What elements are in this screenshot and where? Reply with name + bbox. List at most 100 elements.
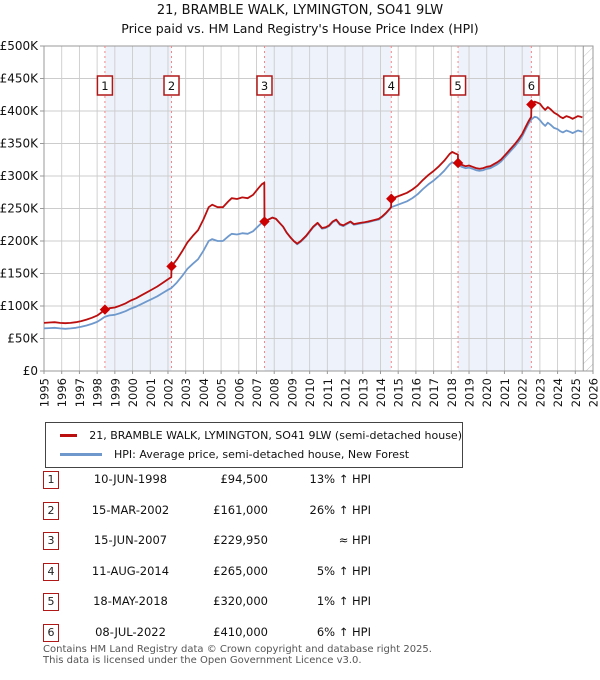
svg-text:1996: 1996 bbox=[55, 378, 69, 407]
page-subtitle: Price paid vs. HM Land Registry's House … bbox=[121, 21, 479, 36]
hpi-line-swatch bbox=[60, 453, 102, 456]
sale-number-badge: 4 bbox=[43, 562, 59, 581]
svg-text:2011: 2011 bbox=[321, 378, 335, 407]
svg-text:2018: 2018 bbox=[445, 378, 459, 407]
svg-text:2024: 2024 bbox=[551, 378, 565, 407]
legend-row-property: 21, BRAMBLE WALK, LYMINGTON, SO41 9LW (s… bbox=[46, 428, 462, 444]
svg-text:2006: 2006 bbox=[232, 378, 246, 407]
sale-hpi-delta: 13% ↑ HPI bbox=[309, 472, 371, 486]
svg-text:2019: 2019 bbox=[463, 378, 477, 407]
svg-text:£50K: £50K bbox=[7, 332, 39, 346]
property-price-line bbox=[43, 100, 583, 325]
legend-row-hpi: HPI: Average price, semi-detached house,… bbox=[46, 447, 462, 463]
x-axis-labels: 1995 1996 1997 1998 1999 2000 2001 2002 2003 2004… bbox=[38, 371, 600, 407]
svg-text:2021: 2021 bbox=[498, 378, 512, 407]
sale-hpi-delta: 5% ↑ HPI bbox=[316, 563, 371, 578]
property-line-swatch bbox=[60, 434, 78, 437]
sale-number-badge: 5 bbox=[43, 593, 59, 612]
svg-text:1995: 1995 bbox=[38, 378, 52, 407]
sale-flag-5 bbox=[449, 75, 467, 96]
svg-text:2026: 2026 bbox=[587, 378, 600, 407]
svg-text:£500K: £500K bbox=[0, 39, 39, 53]
license-footer: Contains HM Land Registry data © Crown c… bbox=[43, 644, 583, 666]
sale-date: 08-JUL-2022 bbox=[95, 625, 166, 639]
svg-text:£450K: £450K bbox=[0, 72, 39, 86]
svg-text:2014: 2014 bbox=[374, 378, 388, 407]
legend-label-property: 21, BRAMBLE WALK, LYMINGTON, SO41 9LW (s… bbox=[89, 429, 462, 442]
svg-text:2002: 2002 bbox=[161, 378, 175, 407]
svg-text:3: 3 bbox=[261, 79, 268, 93]
svg-text:2020: 2020 bbox=[480, 378, 494, 407]
svg-text:2010: 2010 bbox=[303, 378, 317, 407]
svg-text:6: 6 bbox=[528, 79, 535, 93]
sale-price: £229,950 bbox=[213, 533, 268, 548]
sale-marker-3 bbox=[259, 216, 270, 227]
sale-number-badge: 3 bbox=[43, 532, 59, 551]
svg-text:2008: 2008 bbox=[268, 378, 282, 407]
svg-text:2000: 2000 bbox=[126, 378, 140, 407]
sale-hpi-delta: 1% ↑ HPI bbox=[316, 594, 371, 609]
sale-row-6: 6 08-JUL-2022 £410,000 6% ↑ HPI bbox=[43, 624, 403, 644]
chart-legend: 21, BRAMBLE WALK, LYMINGTON, SO41 9LW (s… bbox=[45, 422, 463, 468]
svg-text:2025: 2025 bbox=[569, 378, 583, 407]
svg-text:2023: 2023 bbox=[533, 378, 547, 407]
svg-text:4: 4 bbox=[388, 79, 395, 93]
price-chart: 1 2 3 4 5 6 £0 £50K £100K £150K £200K £250K £300K £35… bbox=[0, 39, 600, 407]
sale-date: 15-MAR-2002 bbox=[91, 502, 170, 517]
svg-text:2005: 2005 bbox=[215, 378, 229, 407]
sale-price: £265,000 bbox=[213, 563, 268, 578]
sale-row-3: 3 15-JUN-2007 £229,950 ≈ HPI bbox=[43, 532, 403, 552]
sale-date: 11-AUG-2014 bbox=[91, 563, 170, 578]
svg-text:2015: 2015 bbox=[392, 378, 406, 407]
svg-text:£300K: £300K bbox=[0, 169, 39, 183]
svg-text:5: 5 bbox=[454, 79, 461, 93]
svg-text:£400K: £400K bbox=[0, 104, 39, 118]
footer-line-2: This data is licensed under the Open Gov… bbox=[43, 654, 362, 666]
sale-flag-2 bbox=[163, 75, 180, 96]
svg-text:2001: 2001 bbox=[144, 378, 158, 407]
svg-text:1998: 1998 bbox=[91, 378, 105, 407]
svg-text:2004: 2004 bbox=[197, 378, 211, 407]
sale-row-5: 5 18-MAY-2018 £320,000 1% ↑ HPI bbox=[43, 593, 403, 613]
sale-flag-1 bbox=[96, 75, 114, 96]
footer-line-1: Contains HM Land Registry data © Crown c… bbox=[43, 644, 432, 655]
svg-text:2: 2 bbox=[168, 79, 175, 93]
sale-marker-2 bbox=[166, 261, 177, 272]
svg-text:£250K: £250K bbox=[0, 202, 39, 216]
sale-flag-4 bbox=[383, 75, 400, 96]
grid-layer bbox=[43, 45, 594, 372]
sale-marker-4 bbox=[386, 193, 397, 204]
sale-marker-6 bbox=[526, 99, 537, 110]
svg-text:2003: 2003 bbox=[179, 378, 193, 407]
svg-text:2012: 2012 bbox=[339, 378, 353, 407]
sale-price: £161,000 bbox=[213, 502, 268, 517]
svg-text:£100K: £100K bbox=[0, 299, 39, 313]
sale-marker-1 bbox=[99, 304, 111, 315]
page-title: 21, BRAMBLE WALK, LYMINGTON, SO41 9LW bbox=[156, 3, 444, 18]
svg-text:1: 1 bbox=[101, 79, 108, 93]
svg-text:£0: £0 bbox=[23, 364, 38, 378]
legend-label-hpi: HPI: Average price, semi-detached house,… bbox=[114, 448, 410, 461]
svg-text:2009: 2009 bbox=[285, 378, 299, 407]
sale-date: 10-JUN-1998 bbox=[93, 472, 168, 486]
sale-flag-6 bbox=[523, 75, 540, 96]
sale-hpi-delta: 6% ↑ HPI bbox=[316, 625, 371, 639]
sale-row-4: 4 11-AUG-2014 £265,000 5% ↑ HPI bbox=[43, 562, 403, 583]
sale-row-2: 2 15-MAR-2002 £161,000 26% ↑ HPI bbox=[43, 501, 403, 522]
sale-hpi-delta: ≈ HPI bbox=[338, 533, 371, 548]
svg-text:£200K: £200K bbox=[0, 234, 39, 248]
sale-price: £410,000 bbox=[213, 625, 268, 639]
sale-date: 15-JUN-2007 bbox=[93, 533, 168, 548]
sale-row-1: 1 10-JUN-1998 £94,500 13% ↑ HPI bbox=[43, 471, 403, 491]
y-axis-labels: £0 £50K £100K £150K £200K £250K £300K £350K £400… bbox=[0, 39, 44, 378]
svg-text:£350K: £350K bbox=[0, 137, 39, 151]
svg-text:2017: 2017 bbox=[427, 378, 441, 407]
svg-text:£150K: £150K bbox=[0, 267, 39, 281]
sale-flag-3 bbox=[256, 75, 273, 96]
svg-text:2016: 2016 bbox=[409, 378, 423, 407]
svg-text:1997: 1997 bbox=[73, 378, 87, 407]
sale-number-badge: 1 bbox=[43, 471, 59, 489]
svg-text:2007: 2007 bbox=[250, 378, 264, 407]
future-hatch bbox=[582, 46, 593, 371]
svg-text:2013: 2013 bbox=[356, 378, 370, 407]
